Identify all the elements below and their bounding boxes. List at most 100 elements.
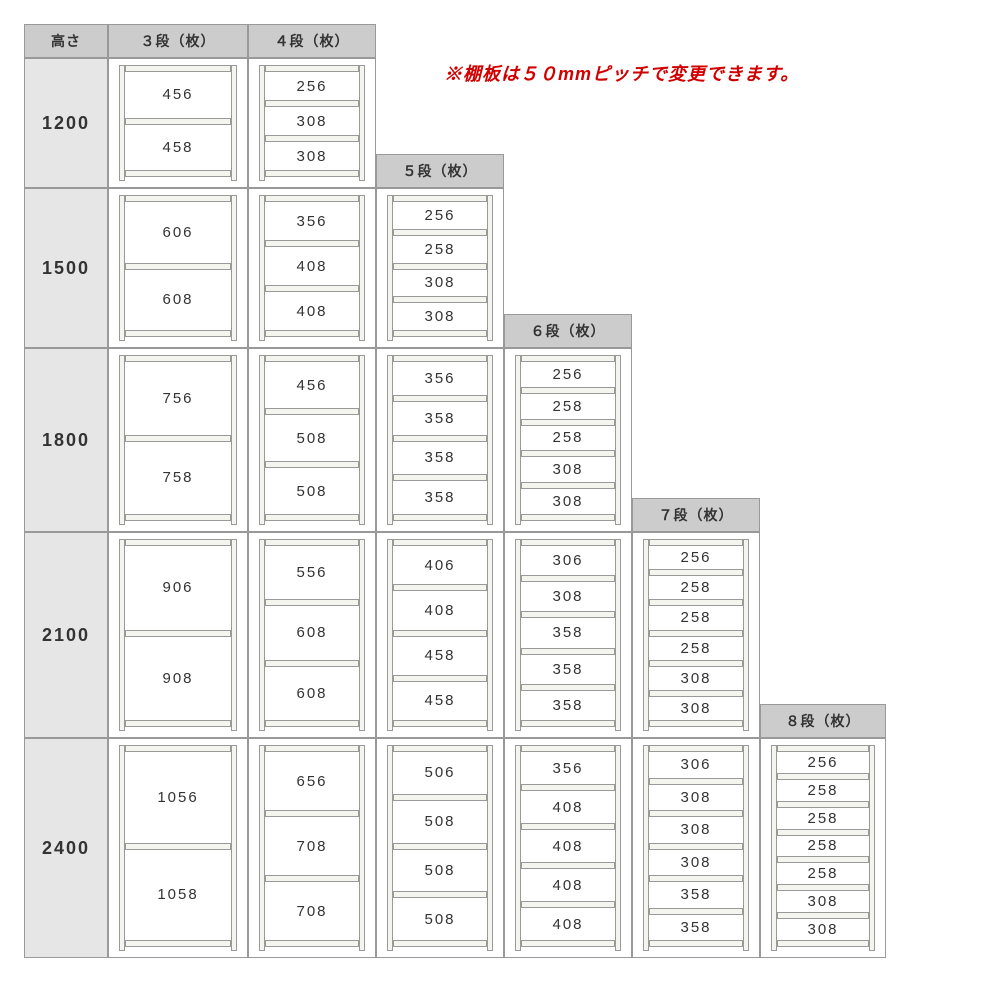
- gap-value: 408: [521, 908, 615, 940]
- gap-value: 256: [521, 362, 615, 387]
- gap-value: 308: [649, 850, 743, 876]
- gap-value: 256: [777, 752, 869, 773]
- gap-value: 308: [265, 142, 359, 170]
- row-label-text: 2100: [42, 625, 90, 646]
- cell-1800-c5: 356358358358: [376, 348, 504, 532]
- pitch-note: ※棚板は５０mmピッチで変更できます。: [444, 60, 799, 86]
- shelf-graphic: 406408458458: [383, 539, 497, 731]
- gap-value: 1056: [125, 752, 231, 843]
- gap-value: 308: [649, 785, 743, 811]
- shelf-graphic: 356408408408408: [511, 745, 625, 951]
- row-label-2100: 2100: [24, 532, 108, 738]
- gap-value: 458: [393, 682, 487, 720]
- gap-value: 408: [521, 869, 615, 901]
- shelf-graphic: 356358358358: [383, 355, 497, 525]
- cell-2400-c3: 10561058: [108, 738, 248, 958]
- gap-value: 258: [521, 426, 615, 451]
- cell-1500-c5: 256 258 308 308: [376, 188, 504, 348]
- shelf-spec-grid: 高さ３段（枚）４段（枚）５段（枚）６段（枚）７段（枚）８段（枚）12004564…: [24, 24, 976, 968]
- cell-1500-c4: 356408408: [248, 188, 376, 348]
- gap-value: 358: [393, 442, 487, 475]
- gap-value: 308: [649, 667, 743, 690]
- gap-value: 608: [265, 606, 359, 659]
- header-height: 高さ: [24, 24, 108, 58]
- shelf-graphic: 306308358358358: [511, 539, 625, 731]
- gap-value: 458: [393, 637, 487, 675]
- gap-value: 258: [649, 576, 743, 599]
- gap-value: 508: [393, 801, 487, 843]
- cell-2100-c5: 406408458458: [376, 532, 504, 738]
- gap-value: 358: [649, 882, 743, 908]
- shelf-graphic: 10561058: [115, 745, 241, 951]
- gap-value: 258: [393, 236, 487, 263]
- cell-2400-c8: 256258258258258308308: [760, 738, 886, 958]
- gap-value: 308: [521, 457, 615, 482]
- shelf-graphic: 356408408: [255, 195, 369, 341]
- gap-value: 308: [777, 919, 869, 940]
- shelf-graphic: 906908: [115, 539, 241, 731]
- cell-2100-c4: 556 608 608: [248, 532, 376, 738]
- gap-value: 258: [649, 637, 743, 660]
- cell-1200-c3: 456458: [108, 58, 248, 188]
- header-label: 高さ: [51, 31, 81, 51]
- gap-value: 308: [393, 303, 487, 330]
- gap-value: 256: [393, 202, 487, 229]
- gap-value: 256: [265, 72, 359, 100]
- header-c8: ８段（枚）: [760, 704, 886, 738]
- row-label-text: 1500: [42, 258, 90, 279]
- gap-value: 456: [125, 72, 231, 118]
- gap-value: 458: [125, 125, 231, 171]
- gap-value: 308: [777, 891, 869, 912]
- gap-value: 308: [393, 270, 487, 297]
- header-c4: ４段（枚）: [248, 24, 376, 58]
- row-label-1800: 1800: [24, 348, 108, 532]
- gap-value: 256: [649, 546, 743, 569]
- gap-value: 408: [393, 591, 487, 629]
- gap-value: 358: [393, 402, 487, 435]
- gap-value: 756: [125, 362, 231, 435]
- header-label: ７段（枚）: [659, 505, 734, 525]
- header-c5: ５段（枚）: [376, 154, 504, 188]
- shelf-graphic: 456458: [115, 65, 241, 181]
- gap-value: 408: [265, 247, 359, 285]
- gap-value: 258: [777, 808, 869, 829]
- gap-value: 508: [265, 415, 359, 461]
- cell-2400-c4: 656708708: [248, 738, 376, 958]
- header-c7: ７段（枚）: [632, 498, 760, 532]
- shelf-graphic: 256258258258258308308: [767, 745, 879, 951]
- cell-2400-c6: 356408408408408: [504, 738, 632, 958]
- header-c3: ３段（枚）: [108, 24, 248, 58]
- gap-value: 308: [649, 817, 743, 843]
- gap-value: 758: [125, 442, 231, 515]
- gap-value: 506: [393, 752, 487, 794]
- gap-value: 608: [265, 667, 359, 720]
- gap-value: 308: [265, 107, 359, 135]
- gap-value: 356: [393, 362, 487, 395]
- shelf-graphic: 506508508508: [383, 745, 497, 951]
- gap-value: 456: [265, 362, 359, 408]
- gap-value: 556: [265, 546, 359, 599]
- header-label: ８段（枚）: [786, 711, 861, 731]
- row-label-text: 1800: [42, 430, 90, 451]
- row-label-2400: 2400: [24, 738, 108, 958]
- gap-value: 258: [777, 836, 869, 857]
- shelf-graphic: 656708708: [255, 745, 369, 951]
- header-c6: ６段（枚）: [504, 314, 632, 348]
- row-label-1500: 1500: [24, 188, 108, 348]
- cell-1500-c3: 606608: [108, 188, 248, 348]
- shelf-graphic: 256258258258308308: [639, 539, 753, 731]
- gap-value: 358: [521, 655, 615, 684]
- cell-1800-c3: 756758: [108, 348, 248, 532]
- cell-2100-c6: 306308358358358: [504, 532, 632, 738]
- shelf-graphic: 306308308308358358: [639, 745, 753, 951]
- gap-value: 306: [649, 752, 743, 778]
- shelf-graphic: 606608: [115, 195, 241, 341]
- gap-value: 906: [125, 546, 231, 630]
- gap-value: 708: [265, 817, 359, 875]
- gap-value: 308: [521, 489, 615, 514]
- row-label-1200: 1200: [24, 58, 108, 188]
- gap-value: 408: [265, 292, 359, 330]
- gap-value: 908: [125, 637, 231, 721]
- gap-value: 358: [521, 618, 615, 647]
- shelf-graphic: 256 258 308 308: [383, 195, 497, 341]
